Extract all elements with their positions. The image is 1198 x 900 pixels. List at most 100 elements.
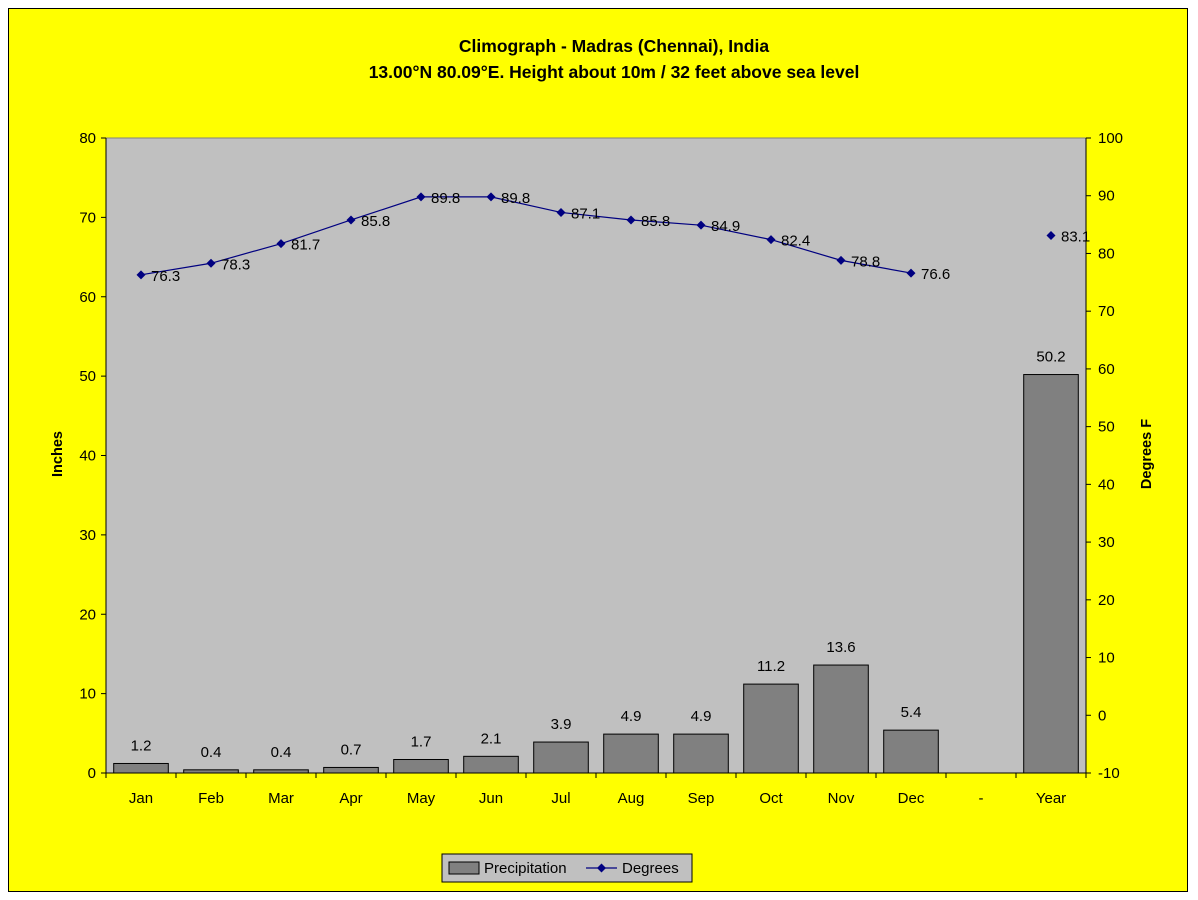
x-tick-label: Jun xyxy=(479,790,503,807)
precipitation-label: 4.9 xyxy=(621,708,642,725)
precipitation-bar xyxy=(1023,374,1079,774)
y2-tick-label: 70 xyxy=(1098,303,1115,320)
precipitation-bar xyxy=(113,762,169,774)
precipitation-bar xyxy=(393,759,449,774)
degrees-label: 89.8 xyxy=(431,190,460,207)
y2-tick-label: 50 xyxy=(1098,419,1115,436)
precipitation-label: 1.2 xyxy=(131,737,152,754)
x-tick-label: Dec xyxy=(898,790,925,807)
plot-area: 01020304050607080-1001020304050607080901… xyxy=(79,130,1123,807)
precipitation-bar xyxy=(673,733,729,774)
chart-title: Climograph - Madras (Chennai), India xyxy=(459,36,769,56)
legend-swatch-precipitation xyxy=(448,861,480,875)
y-tick-label: 50 xyxy=(79,368,96,385)
chart-area: Climograph - Madras (Chennai), India 13.… xyxy=(8,8,1188,892)
precipitation-label: 50.2 xyxy=(1036,349,1065,366)
degrees-marker xyxy=(346,215,356,225)
y-tick-label: 40 xyxy=(79,448,96,465)
degrees-marker xyxy=(416,192,426,202)
legend-label-precipitation: Precipitation xyxy=(484,860,567,877)
y2-axis-title: Degrees F xyxy=(1139,419,1155,489)
precipitation-bar xyxy=(183,769,239,774)
y2-tick-label: 80 xyxy=(1098,245,1115,262)
degrees-label: 78.3 xyxy=(221,256,250,273)
precipitation-label: 4.9 xyxy=(691,708,712,725)
y2-tick-label: 100 xyxy=(1098,130,1123,147)
degrees-line xyxy=(140,196,912,276)
y2-tick-label: 60 xyxy=(1098,361,1115,378)
degrees-marker xyxy=(206,258,216,268)
degrees-label: 76.3 xyxy=(151,268,180,285)
x-tick-label: Mar xyxy=(268,790,294,807)
x-tick-label: Oct xyxy=(759,790,783,807)
degrees-marker xyxy=(1046,231,1056,241)
precipitation-label: 0.4 xyxy=(271,744,292,761)
degrees-label: 82.4 xyxy=(781,233,810,250)
y2-tick-label: 0 xyxy=(1098,707,1106,724)
degrees-label: 81.7 xyxy=(291,237,320,254)
degrees-label: 87.1 xyxy=(571,205,600,222)
x-tick-label: Aug xyxy=(618,790,645,807)
y-tick-label: 0 xyxy=(88,765,96,782)
precipitation-bar xyxy=(813,664,869,774)
degrees-label: 84.9 xyxy=(711,218,740,235)
precipitation-label: 0.4 xyxy=(201,744,222,761)
degrees-marker xyxy=(556,207,566,217)
degrees-marker xyxy=(906,268,916,278)
x-tick-label: Year xyxy=(1036,790,1066,807)
precipitation-label: 1.7 xyxy=(411,734,432,751)
precipitation-label: 0.7 xyxy=(341,741,362,758)
degrees-label: 76.6 xyxy=(921,266,950,283)
precipitation-bar xyxy=(743,683,799,774)
y2-tick-label: -10 xyxy=(1098,765,1120,782)
x-tick-label: Jul xyxy=(551,790,570,807)
degrees-label: 85.8 xyxy=(641,213,670,230)
x-tick-label: - xyxy=(979,790,984,807)
precipitation-bar xyxy=(883,729,939,774)
y-tick-label: 20 xyxy=(79,606,96,623)
precipitation-bar xyxy=(603,733,659,774)
y-axis-title: Inches xyxy=(50,431,66,477)
degrees-marker xyxy=(136,270,146,280)
y-tick-label: 60 xyxy=(79,289,96,306)
precipitation-label: 2.1 xyxy=(481,730,502,747)
legend-label-degrees: Degrees xyxy=(622,860,679,877)
degrees-marker xyxy=(486,192,496,202)
degrees-marker xyxy=(276,239,286,249)
x-tick-label: Apr xyxy=(339,790,362,807)
y-tick-label: 10 xyxy=(79,686,96,703)
precipitation-label: 5.4 xyxy=(901,704,922,721)
y2-tick-label: 90 xyxy=(1098,188,1115,205)
precipitation-bar xyxy=(533,741,589,774)
y-tick-label: 70 xyxy=(79,209,96,226)
x-tick-label: Nov xyxy=(828,790,855,807)
precipitation-bar xyxy=(253,769,309,774)
y2-tick-label: 10 xyxy=(1098,650,1115,667)
y2-tick-label: 20 xyxy=(1098,592,1115,609)
legend-box xyxy=(441,853,693,883)
degrees-marker xyxy=(696,220,706,230)
x-tick-label: May xyxy=(407,790,436,807)
x-tick-label: Jan xyxy=(129,790,153,807)
chart-subtitle: 13.00°N 80.09°E. Height about 10m / 32 f… xyxy=(369,62,860,82)
legend-marker-degrees xyxy=(597,863,606,873)
degrees-marker xyxy=(836,255,846,265)
degrees-label: 85.8 xyxy=(361,213,390,230)
degrees-marker xyxy=(626,215,636,225)
precipitation-bar xyxy=(323,766,379,774)
y2-tick-label: 30 xyxy=(1098,534,1115,551)
precipitation-label: 13.6 xyxy=(826,639,855,656)
legend: Precipitation Degrees xyxy=(441,853,693,883)
x-tick-label: Feb xyxy=(198,790,224,807)
climograph-chart: Climograph - Madras (Chennai), India 13.… xyxy=(50,36,1155,883)
y2-tick-label: 40 xyxy=(1098,476,1115,493)
degrees-label: 89.8 xyxy=(501,190,530,207)
y-tick-label: 30 xyxy=(79,527,96,544)
precipitation-label: 3.9 xyxy=(551,716,572,733)
degrees-marker xyxy=(766,235,776,245)
degrees-label: 83.1 xyxy=(1061,229,1090,246)
y-tick-label: 80 xyxy=(79,130,96,147)
plot-background xyxy=(105,137,1087,774)
x-tick-label: Sep xyxy=(688,790,715,807)
degrees-label: 78.8 xyxy=(851,253,880,270)
